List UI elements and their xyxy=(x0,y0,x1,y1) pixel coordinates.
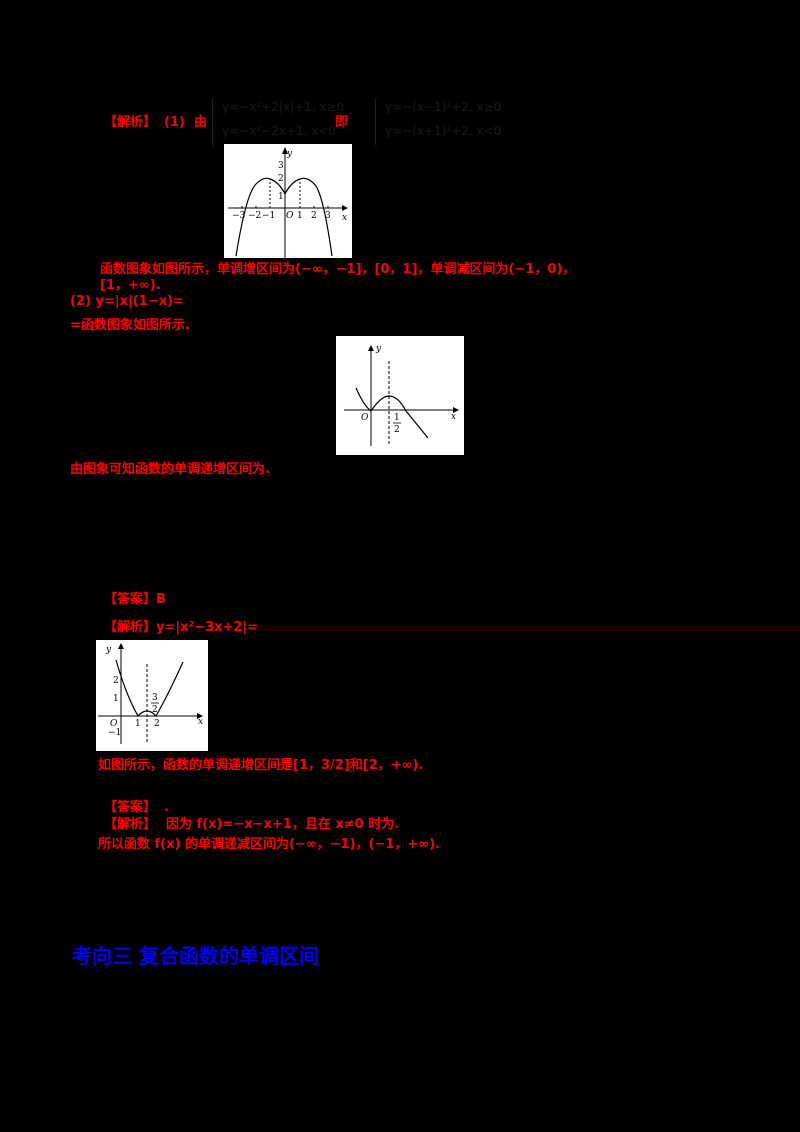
graph-2-origin: O xyxy=(361,413,369,423)
answer-c-analysis-label: 【解析】 xyxy=(104,817,157,832)
answer-c-conclusion: 所以函数 f(x) 的单调递减区间为(−∞，−1)，(−1，+∞). xyxy=(98,837,440,852)
part2-item: (2) y=|x|(1−x)= xyxy=(70,294,184,309)
svg-text:2: 2 xyxy=(152,705,158,715)
graph-2-y-label: y xyxy=(375,344,382,354)
part2-line1: =函数图象如图所示. xyxy=(70,318,190,333)
part2-line2: 由图象可知函数的单调递增区间为. xyxy=(70,462,270,477)
svg-text:1: 1 xyxy=(394,413,400,423)
answer-b-analysis: 【解析】y=|x²−3x+2|= xyxy=(104,620,259,635)
graph-2-plot: y x O 1 2 xyxy=(344,344,459,446)
svg-text:2: 2 xyxy=(154,719,160,729)
svg-text:3: 3 xyxy=(278,161,284,171)
formula-left-bottom: y=−x²−2x+1, x<0 xyxy=(222,124,337,138)
answer-b-conclusion: 如图所示，函数的单调递增区间是[1，3/2]和[2，+∞). xyxy=(98,758,424,773)
svg-text:1: 1 xyxy=(113,694,119,704)
svg-text:3: 3 xyxy=(325,211,331,221)
answer-c-value: . xyxy=(164,800,169,815)
graph-3: y x O 1 2 2 1 −1 3 2 xyxy=(96,640,208,751)
graph-2: y x O 1 2 xyxy=(336,336,464,455)
graph-3-origin: O xyxy=(110,719,118,729)
svg-text:−1: −1 xyxy=(108,728,121,738)
formula-right-bottom: y=−(x+1)²+2, x<0 xyxy=(385,124,502,138)
answer-c-label: 【答案】 xyxy=(104,800,157,815)
formula-left-top: y=−x²+2|x|+1, x≥0 xyxy=(222,100,345,114)
graph-2-x-label: x xyxy=(451,412,456,422)
svg-text:2: 2 xyxy=(311,211,317,221)
graph-3-x-label: x xyxy=(198,717,203,727)
svg-text:2: 2 xyxy=(113,676,119,686)
section-heading: 考向三 复合函数的单调区间 xyxy=(72,944,319,968)
graph-1: y x O −3 −2 −1 1 2 3 1 2 3 xyxy=(224,144,352,258)
svg-text:2: 2 xyxy=(394,425,400,435)
svg-text:1: 1 xyxy=(135,719,141,729)
graph-1-y-label: y xyxy=(286,149,293,159)
analysis-label-1: 【解析】 xyxy=(104,115,157,130)
connector-word: 即 xyxy=(335,115,349,130)
graph-1-plot: y x O −3 −2 −1 1 2 3 1 2 3 xyxy=(228,147,348,258)
svg-text:1: 1 xyxy=(278,192,284,202)
svg-text:3: 3 xyxy=(152,693,158,703)
part1-line1: 函数图象如图所示，单调增区间为(−∞，−1]，[0，1]，单调减区间为(−1，0… xyxy=(100,262,576,277)
right-brace xyxy=(375,96,382,148)
part1-line2: [1，+∞). xyxy=(100,278,161,293)
item-number-1: (1) xyxy=(164,115,185,130)
svg-text:−1: −1 xyxy=(262,211,275,221)
graph-1-x-label: x xyxy=(342,213,347,223)
answer-c-analysis-text: 因为 f(x)=−x−x+1，且在 x≠0 时为. xyxy=(166,817,400,832)
svg-text:2: 2 xyxy=(278,174,284,184)
formula-right-top: y=−(x−1)²+2, x≥0 xyxy=(385,100,502,114)
answer-b-label: 【答案】B xyxy=(104,592,166,607)
left-brace xyxy=(212,96,219,148)
svg-text:1: 1 xyxy=(297,211,303,221)
svg-text:−2: −2 xyxy=(248,211,261,221)
divider-line xyxy=(255,626,800,631)
lead-word: 由 xyxy=(194,115,208,130)
graph-3-y-label: y xyxy=(105,645,112,655)
graph-1-origin: O xyxy=(286,211,294,221)
graph-3-plot: y x O 1 2 2 1 −1 3 2 xyxy=(98,643,203,744)
svg-text:−3: −3 xyxy=(232,211,246,221)
